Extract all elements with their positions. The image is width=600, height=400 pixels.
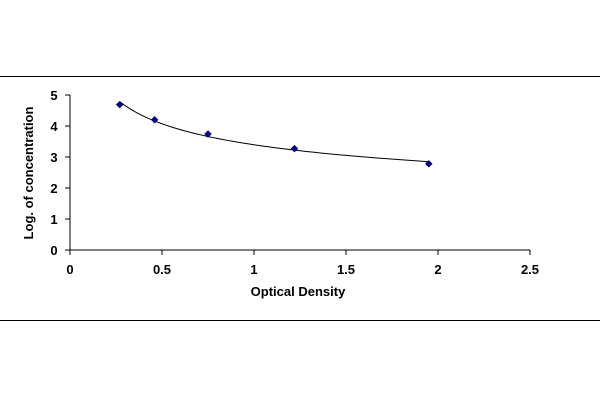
x-axis-title: Optical Density <box>251 284 346 299</box>
y-axis-title: Log. of concentration <box>21 107 36 240</box>
x-tick-label: 2 <box>434 262 441 277</box>
data-point <box>290 144 299 153</box>
trend-line <box>119 101 429 163</box>
y-ticks: 0 1 2 3 4 5 <box>50 88 70 258</box>
y-tick-label: 1 <box>50 212 57 227</box>
x-tick-label: 0 <box>66 262 73 277</box>
data-point <box>424 159 433 168</box>
axes <box>69 95 530 251</box>
y-tick-label: 5 <box>50 88 57 103</box>
data-point <box>204 130 212 138</box>
y-tick-label: 0 <box>50 243 57 258</box>
data-point <box>150 115 159 124</box>
data-point <box>115 100 124 109</box>
y-tick-label: 4 <box>50 119 58 134</box>
x-ticks: 0 0.5 1 1.5 2 2.5 <box>66 250 539 277</box>
data-points <box>115 100 433 168</box>
x-tick-label: 0.5 <box>153 262 171 277</box>
x-tick-label: 2.5 <box>521 262 539 277</box>
y-tick-label: 2 <box>50 181 57 196</box>
x-tick-label: 1.5 <box>337 262 355 277</box>
x-tick-label: 1 <box>250 262 257 277</box>
y-tick-label: 3 <box>50 150 57 165</box>
chart-frame <box>0 76 600 321</box>
